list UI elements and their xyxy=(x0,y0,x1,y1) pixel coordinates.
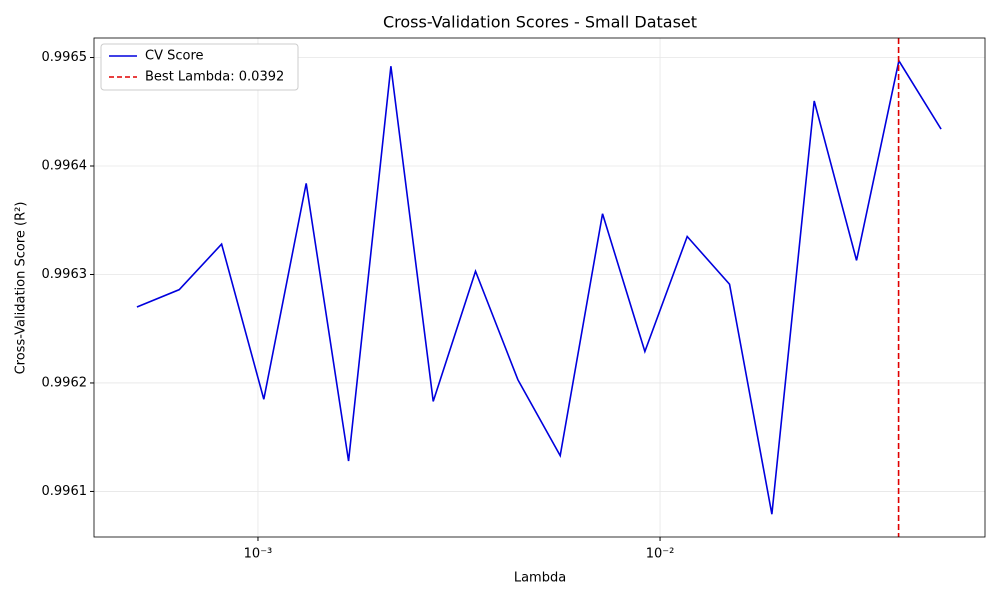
plot-frame xyxy=(93,37,986,538)
y-tick-label: 0.9963 xyxy=(42,267,88,282)
legend-box xyxy=(100,43,299,91)
y-tick-label: 0.9962 xyxy=(42,375,88,390)
legend-label: CV Score xyxy=(145,49,204,64)
x-axis-label: Lambda xyxy=(514,571,566,586)
y-tick-label: 0.9964 xyxy=(42,159,88,174)
legend-label: Best Lambda: 0.0392 xyxy=(145,70,284,85)
y-tick-label: 0.9961 xyxy=(42,484,88,499)
chart-title: Cross-Validation Scores - Small Dataset xyxy=(383,13,697,32)
x-tick-label: 10⁻² xyxy=(646,547,675,562)
y-axis-label: Cross-Validation Score (R²) xyxy=(14,202,29,375)
y-tick-label: 0.9965 xyxy=(42,50,88,65)
x-tick-label: 10⁻³ xyxy=(244,547,273,562)
data-line xyxy=(136,58,942,515)
